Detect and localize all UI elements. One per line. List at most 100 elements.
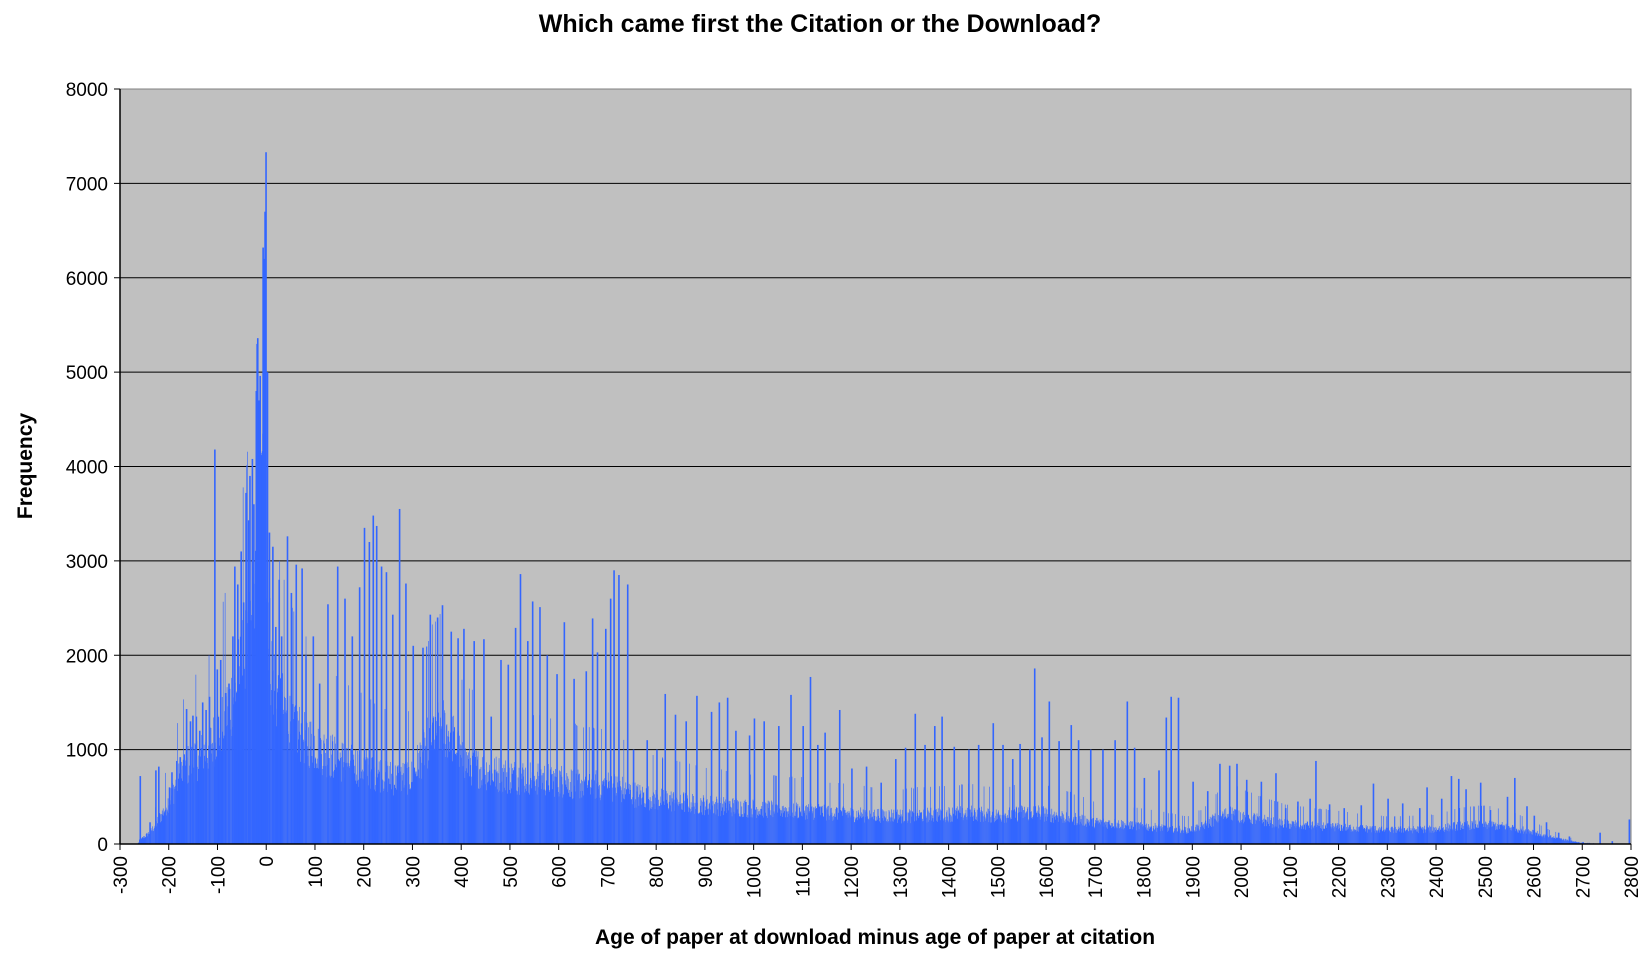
histogram-bar: [681, 809, 683, 844]
histogram-bar: [982, 816, 984, 844]
histogram-bar: [1292, 822, 1294, 844]
histogram-bar: [1522, 831, 1523, 844]
histogram-bar: [1234, 809, 1235, 844]
histogram-bar: [948, 807, 950, 844]
histogram-bar: [204, 761, 206, 844]
histogram-bar: [302, 741, 304, 844]
histogram-bar: [591, 779, 592, 844]
histogram-bar: [643, 792, 645, 844]
histogram-bar: [339, 752, 341, 844]
histogram-bar: [288, 749, 290, 844]
histogram-bar: [957, 810, 959, 844]
histogram-bar: [489, 770, 491, 844]
histogram-bar: [1163, 825, 1164, 844]
histogram-bar: [494, 758, 495, 844]
histogram-bar: [793, 803, 794, 844]
histogram-bar: [1194, 830, 1195, 844]
histogram-spike: [618, 575, 620, 844]
histogram-bar: [1333, 825, 1335, 844]
histogram-bar: [1474, 828, 1476, 844]
histogram-bar: [1570, 841, 1571, 844]
histogram-bar: [1520, 833, 1521, 844]
histogram-bar: [1189, 831, 1191, 844]
histogram-bar: [396, 766, 398, 844]
histogram-bar: [1573, 841, 1575, 844]
histogram-bar: [635, 799, 636, 844]
histogram-bar: [1340, 830, 1341, 844]
histogram-bar: [1010, 817, 1012, 844]
histogram-bar: [584, 779, 586, 844]
histogram-bar: [1378, 830, 1380, 844]
histogram-bar: [468, 759, 470, 844]
histogram-bar: [1112, 823, 1114, 844]
histogram-bar: [1123, 829, 1125, 844]
histogram-bar: [1515, 829, 1517, 844]
histogram-bar: [772, 804, 773, 844]
histogram-bar: [441, 726, 442, 844]
histogram-bar: [624, 799, 626, 844]
histogram-bar: [1270, 823, 1271, 844]
histogram-bar: [1169, 827, 1171, 844]
histogram-bar: [962, 820, 964, 844]
histogram-bar: [1552, 837, 1553, 844]
histogram-bar: [297, 739, 299, 844]
histogram-bar: [1445, 827, 1447, 844]
histogram-bar: [1035, 812, 1037, 844]
histogram-bar: [1172, 832, 1174, 844]
histogram-bar: [867, 816, 868, 844]
histogram-bar: [1554, 837, 1556, 844]
histogram-bar: [947, 820, 949, 844]
histogram-bar: [1243, 814, 1245, 844]
histogram-bar: [1001, 821, 1002, 844]
histogram-bar: [505, 760, 506, 844]
histogram-bar: [407, 762, 409, 844]
histogram-bar: [356, 780, 358, 844]
histogram-bar: [574, 791, 576, 844]
histogram-bar: [892, 812, 894, 844]
histogram-bar: [1439, 826, 1441, 844]
histogram-bar: [210, 727, 211, 844]
histogram-bar: [752, 799, 754, 844]
histogram-bar: [622, 776, 623, 844]
histogram-bar: [985, 818, 987, 844]
histogram-bar: [568, 792, 570, 844]
histogram-bar: [231, 677, 232, 844]
histogram-bar: [741, 806, 743, 844]
histogram-bar: [168, 812, 169, 844]
histogram-bar: [649, 797, 651, 844]
histogram-bar: [1567, 840, 1569, 844]
histogram-bar: [1089, 821, 1091, 844]
histogram-bar: [241, 675, 243, 844]
histogram-bar: [1018, 812, 1020, 844]
histogram-bar: [1204, 822, 1206, 844]
histogram-bar: [857, 810, 859, 844]
histogram-bar: [321, 775, 323, 844]
histogram-bar: [448, 736, 450, 844]
histogram-bar: [1431, 814, 1432, 844]
histogram-bar: [370, 788, 371, 844]
histogram-bar: [1200, 810, 1202, 844]
histogram-bar: [1375, 832, 1377, 844]
histogram-bar: [530, 778, 532, 844]
histogram-bar: [1433, 827, 1434, 844]
histogram-bar: [1083, 797, 1084, 844]
histogram-bar: [238, 639, 240, 844]
histogram-bar: [1094, 823, 1096, 844]
histogram-bar: [1337, 825, 1338, 844]
histogram-bar: [260, 455, 262, 844]
histogram-bar: [872, 816, 874, 844]
histogram-bar: [1000, 820, 1002, 844]
histogram-bar: [1182, 829, 1184, 844]
histogram-bar: [389, 766, 391, 844]
histogram-bar: [569, 789, 571, 844]
histogram-bar: [1567, 839, 1568, 844]
histogram-bar: [157, 823, 158, 844]
histogram-bar: [459, 744, 461, 844]
histogram-bar: [1083, 825, 1085, 844]
histogram-bar: [607, 772, 609, 844]
histogram-bar: [761, 806, 763, 844]
histogram-spike: [234, 566, 236, 844]
histogram-bar: [1414, 828, 1415, 844]
histogram-bar: [695, 765, 697, 844]
histogram-bar: [1306, 821, 1308, 844]
